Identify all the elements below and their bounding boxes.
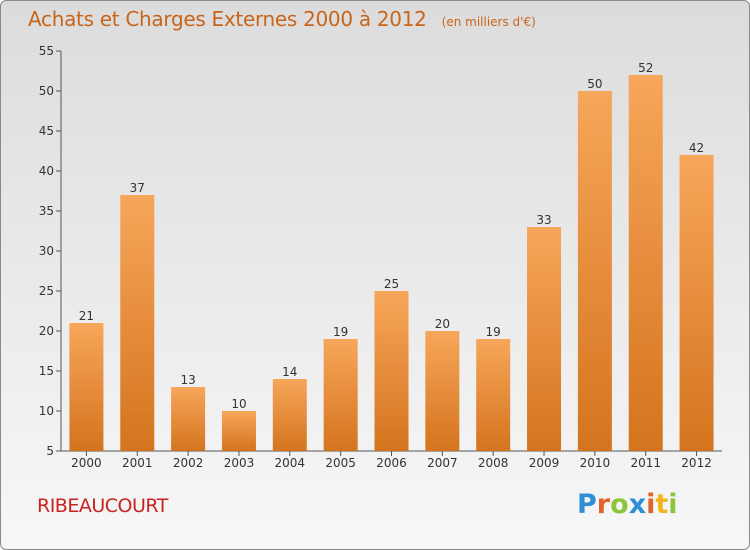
bar-value-label: 52 <box>638 61 653 75</box>
bar-value-label: 13 <box>180 373 195 387</box>
logo-letter: r <box>596 489 611 520</box>
bar-value-label: 37 <box>130 181 145 195</box>
logo-letter: x <box>628 489 647 520</box>
x-tick-label: 2001 <box>122 456 153 470</box>
x-tick-label: 2000 <box>71 456 102 470</box>
y-tick-label: 55 <box>39 44 54 58</box>
bar-value-label: 33 <box>536 213 551 227</box>
x-tick-label: 2005 <box>325 456 356 470</box>
bar <box>171 387 206 451</box>
y-tick-label: 5 <box>46 444 54 458</box>
x-tick-label: 2003 <box>224 456 255 470</box>
bar-value-label: 14 <box>282 365 297 379</box>
x-tick-label: 2006 <box>376 456 407 470</box>
title-row: Achats et Charges Externes 2000 à 2012 (… <box>28 7 536 31</box>
bar-value-label: 10 <box>231 397 246 411</box>
x-tick-label: 2010 <box>580 456 611 470</box>
bar <box>628 75 663 451</box>
y-tick-label: 25 <box>39 284 54 298</box>
y-tick-label: 50 <box>39 84 54 98</box>
bar <box>679 155 714 451</box>
logo-letter: i <box>646 489 656 520</box>
logo-letter: i <box>668 489 678 520</box>
bar <box>577 91 612 451</box>
bar <box>272 379 307 451</box>
chart-title: Achats et Charges Externes 2000 à 2012 <box>28 7 427 31</box>
y-tick-label: 45 <box>39 124 54 138</box>
x-tick-label: 2009 <box>529 456 560 470</box>
bar-value-label: 50 <box>587 77 602 91</box>
logo-letter: P <box>577 489 597 520</box>
bar <box>527 227 562 451</box>
bar <box>323 339 358 451</box>
chart-unit: (en milliers d'€) <box>441 15 536 29</box>
bar <box>221 411 256 451</box>
bar <box>374 291 409 451</box>
x-tick-label: 2008 <box>478 456 509 470</box>
y-tick-label: 20 <box>39 324 54 338</box>
x-tick-label: 2004 <box>275 456 306 470</box>
y-tick-label: 15 <box>39 364 54 378</box>
y-tick-label: 35 <box>39 204 54 218</box>
bar <box>120 195 155 451</box>
x-tick-label: 2007 <box>427 456 458 470</box>
commune-name: RIBEAUCOURT <box>37 495 168 517</box>
y-tick-label: 30 <box>39 244 54 258</box>
bar-value-label: 25 <box>384 277 399 291</box>
x-tick-label: 2011 <box>630 456 661 470</box>
x-tick-label: 2012 <box>681 456 712 470</box>
logo-letter: t <box>655 489 669 520</box>
bar <box>69 323 104 451</box>
y-tick-label: 40 <box>39 164 54 178</box>
bar-value-label: 20 <box>435 317 450 331</box>
bar-value-label: 19 <box>486 325 501 339</box>
bar-value-label: 21 <box>79 309 94 323</box>
logo-letter: o <box>610 489 629 520</box>
bar-value-label: 19 <box>333 325 348 339</box>
y-tick-label: 10 <box>39 404 54 418</box>
bar <box>425 331 460 451</box>
bar-value-label: 42 <box>689 141 704 155</box>
x-tick-label: 2002 <box>173 456 204 470</box>
proxiti-logo: Proxiti <box>577 489 678 520</box>
bar <box>476 339 511 451</box>
